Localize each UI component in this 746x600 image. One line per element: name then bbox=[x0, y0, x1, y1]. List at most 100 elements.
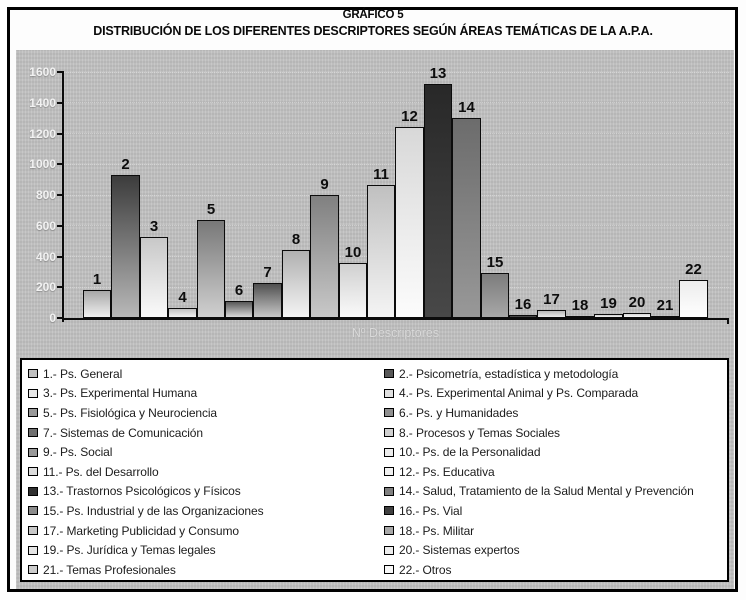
legend-item-2: 2.- Psicometría, estadística y metodolog… bbox=[384, 367, 725, 381]
legend-item-16: 16.- Ps. Vial bbox=[384, 504, 725, 518]
legend-item-20: 20.- Sistemas expertos bbox=[384, 543, 725, 557]
legend-swatch-icon-6 bbox=[384, 408, 394, 418]
y-axis-tick-0 bbox=[57, 317, 64, 319]
gridline-1400 bbox=[62, 102, 729, 104]
legend-item-1: 1.- Ps. General bbox=[28, 367, 384, 381]
bar-value-label-14: 14 bbox=[458, 99, 475, 116]
legend-label-21: 21.- Temas Profesionales bbox=[43, 562, 176, 577]
bar-6 bbox=[225, 301, 253, 318]
legend-label-14: 14.- Salud, Tratamiento de la Salud Ment… bbox=[399, 484, 694, 499]
bar-8 bbox=[282, 250, 310, 318]
bar-value-label-5: 5 bbox=[206, 201, 216, 218]
legend-label-17: 17.- Marketing Publicidad y Consumo bbox=[43, 523, 239, 538]
bar-1 bbox=[83, 290, 111, 318]
legend-label-9: 9.- Ps. Social bbox=[43, 445, 113, 460]
legend-swatch-icon-4 bbox=[384, 388, 394, 398]
legend-label-10: 10.- Ps. de la Personalidad bbox=[399, 445, 541, 460]
y-axis-tick-1400 bbox=[57, 101, 64, 104]
bar-4 bbox=[168, 308, 197, 318]
legend-swatch-icon-7 bbox=[28, 428, 38, 438]
legend-label-22: 22.- Otros bbox=[399, 562, 452, 577]
bar-value-label-12: 12 bbox=[401, 108, 418, 125]
legend-item-19: 19.- Ps. Jurídica y Temas legales bbox=[28, 543, 384, 557]
legend-swatch-icon-17 bbox=[28, 526, 38, 536]
legend-item-4: 4.- Ps. Experimental Animal y Ps. Compar… bbox=[384, 386, 725, 400]
y-axis-tick-800 bbox=[57, 194, 64, 196]
legend-label-18: 18.- Ps. Militar bbox=[399, 523, 475, 538]
legend-swatch-icon-21 bbox=[28, 565, 38, 575]
bar-value-label-17: 17 bbox=[543, 291, 560, 308]
bar-value-label-15: 15 bbox=[486, 254, 504, 271]
bar-7 bbox=[253, 283, 282, 318]
bar-16 bbox=[509, 315, 537, 318]
chart-panel: 0 200 400 600 800 1000 1200 1400 1600 1 2 3 4 5 6 7 8 9 10… bbox=[16, 50, 734, 589]
legend-swatch-icon-10 bbox=[384, 447, 394, 457]
bar-value-label-2: 2 bbox=[121, 156, 130, 173]
legend-swatch-icon-14 bbox=[384, 486, 394, 496]
legend-item-17: 17.- Marketing Publicidad y Consumo bbox=[28, 524, 384, 538]
legend-grid: 1.- Ps. General 2.- Psicometría, estadíst… bbox=[28, 364, 725, 580]
legend-item-11: 11.- Ps. del Desarrollo bbox=[28, 465, 384, 479]
bar-value-label-21: 21 bbox=[656, 297, 674, 314]
legend-label-13: 13.- Trastornos Psicológicos y Físicos bbox=[43, 484, 241, 499]
bar-value-label-13: 13 bbox=[429, 65, 447, 82]
y-axis-tick-1000 bbox=[57, 163, 64, 166]
y-axis-tick-1600 bbox=[57, 71, 64, 73]
legend-item-3: 3.- Ps. Experimental Humana bbox=[28, 386, 384, 400]
y-axis-tick-label-600: 600 bbox=[35, 218, 56, 233]
legend-swatch-icon-12 bbox=[384, 467, 394, 477]
legend-label-20: 20.- Sistemas expertos bbox=[399, 543, 520, 558]
legend-swatch-icon-13 bbox=[28, 486, 38, 496]
bar-10 bbox=[339, 263, 367, 318]
legend-swatch-icon-3 bbox=[28, 388, 38, 398]
legend-item-13: 13.- Trastornos Psicológicos y Físicos bbox=[28, 484, 384, 498]
bar-9 bbox=[310, 195, 339, 318]
y-axis-tick-label-1600: 1600 bbox=[29, 65, 56, 79]
bar-value-label-9: 9 bbox=[320, 176, 329, 193]
bar-value-label-1: 1 bbox=[92, 271, 102, 288]
bar-value-label-16: 16 bbox=[514, 296, 532, 313]
legend-label-16: 16.- Ps. Vial bbox=[399, 503, 463, 518]
chart-title-line1: GRÁFICO 5 bbox=[342, 9, 404, 21]
bar-value-label-4: 4 bbox=[178, 289, 187, 306]
bar-20 bbox=[623, 313, 651, 318]
legend-item-15: 15.- Ps. Industrial y de las Organizacio… bbox=[28, 504, 384, 518]
legend-item-18: 18.- Ps. Militar bbox=[384, 524, 725, 538]
legend-label-12: 12.- Ps. Educativa bbox=[399, 464, 495, 479]
bar-12 bbox=[395, 127, 424, 318]
gridline-1600 bbox=[62, 71, 729, 73]
legend-swatch-icon-16 bbox=[384, 506, 394, 516]
legend-label-11: 11.- Ps. del Desarrollo bbox=[43, 464, 159, 479]
legend-item-9: 9.- Ps. Social bbox=[28, 445, 384, 459]
legend-swatch-icon-20 bbox=[384, 545, 394, 555]
legend-item-7: 7.- Sistemas de Comunicación bbox=[28, 426, 384, 440]
legend-swatch-icon-1 bbox=[28, 369, 38, 379]
bar-value-label-22: 22 bbox=[685, 261, 702, 278]
bar-21 bbox=[651, 316, 679, 318]
bar-19 bbox=[594, 314, 623, 318]
y-axis-tick-200 bbox=[57, 286, 64, 289]
bar-11 bbox=[367, 185, 395, 318]
chart-title-line2: DISTRIBUCIÓN DE LOS DIFERENTES DESCRIPTO… bbox=[93, 24, 653, 38]
legend-label-15: 15.- Ps. Industrial y de las Organizacio… bbox=[43, 503, 264, 518]
legend-label-3: 3.- Ps. Experimental Humana bbox=[43, 386, 198, 401]
bar-value-label-8: 8 bbox=[291, 231, 301, 248]
y-axis-tick-1200 bbox=[57, 132, 64, 135]
y-axis-tick-label-1400: 1400 bbox=[29, 95, 56, 110]
bar-value-label-6: 6 bbox=[234, 282, 244, 299]
legend-label-2: 2.- Psicometría, estadística y metodolog… bbox=[399, 366, 619, 381]
legend-item-21: 21.- Temas Profesionales bbox=[28, 563, 384, 577]
legend-item-8: 8.- Procesos y Temas Sociales bbox=[384, 426, 725, 440]
legend-swatch-icon-22 bbox=[384, 565, 394, 575]
bar-13 bbox=[424, 84, 452, 318]
bar-5 bbox=[197, 220, 225, 318]
legend-item-14: 14.- Salud, Tratamiento de la Salud Ment… bbox=[384, 484, 725, 498]
bar-2 bbox=[111, 175, 140, 318]
legend-swatch-icon-19 bbox=[28, 545, 38, 555]
y-axis-tick-label-0: 0 bbox=[49, 311, 56, 325]
bar-3 bbox=[140, 237, 168, 318]
bar-14 bbox=[452, 118, 481, 318]
bar-value-label-10: 10 bbox=[344, 244, 362, 261]
chart-title-block: GRÁFICO 5 DISTRIBUCIÓN DE LOS DIFERENTES… bbox=[14, 9, 732, 38]
